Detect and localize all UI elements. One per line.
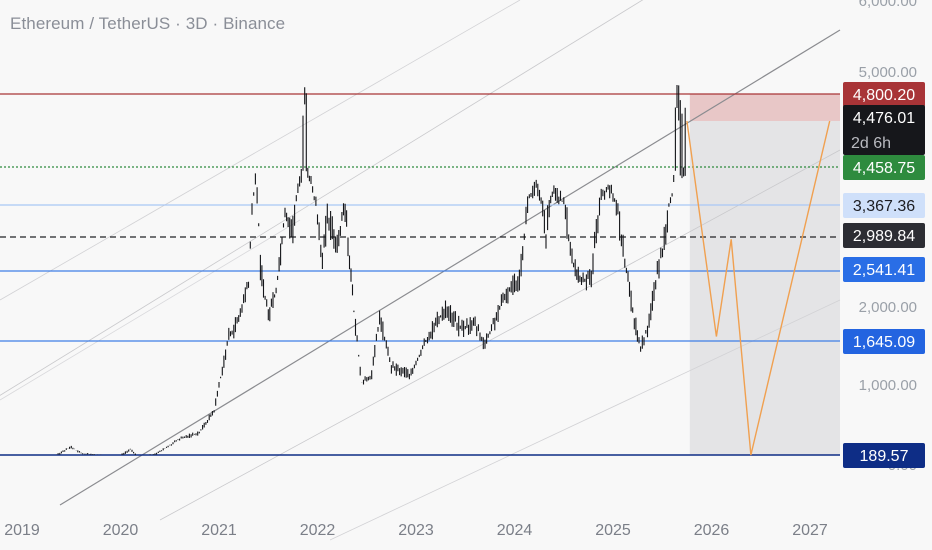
channel-line-2 (0, 0, 521, 301)
price-tag-bg (843, 223, 925, 248)
channel-line-4 (329, 299, 841, 541)
y-tick-label: 5,000.00 (859, 64, 917, 81)
price-tag-label: 4,476.01 (853, 110, 915, 127)
resistance-zone (689, 94, 840, 121)
projection-zone (689, 121, 840, 455)
price-tag-2,541.41[interactable]: 2,541.41 (843, 257, 925, 282)
channel-line-0 (59, 29, 841, 506)
price-tag-label: 4,458.75 (853, 160, 915, 177)
price-tag-label: 189.57 (860, 448, 909, 465)
y-tick-label: 1,000.00 (859, 377, 917, 394)
x-tick-label: 2025 (595, 522, 631, 539)
price-tag-bg (843, 82, 925, 107)
price-tag-bg (843, 443, 925, 468)
x-tick-label: 2020 (103, 522, 139, 539)
x-tick-label: 2027 (792, 522, 828, 539)
price-candles (55, 85, 686, 455)
countdown-label: 2d 6h (851, 135, 891, 152)
y-tick-label: 6,000.00 (859, 0, 917, 10)
zones (689, 94, 840, 455)
x-tick-label: 2019 (4, 522, 40, 539)
price-tags: 4,800.20 4,476.01 2d 6h 4,458.75 3,367.36 2,9… (843, 82, 925, 468)
projection-path (686, 120, 831, 456)
price-tag-label: 2,541.41 (853, 262, 915, 279)
price-tag-2,989.84[interactable]: 2,989.84 (843, 223, 925, 248)
chart-title: Ethereum / TetherUS · 3D · Binance (10, 14, 286, 33)
price-tag-189.57[interactable]: 189.57 (843, 443, 925, 468)
price-tag-4,458.75[interactable]: 4,458.75 (843, 155, 925, 180)
price-tag-bg (843, 155, 925, 180)
price-tag-4,476.01[interactable]: 4,476.01 2d 6h (843, 105, 925, 155)
x-tick-label: 2021 (201, 522, 237, 539)
horizontal-levels (0, 93, 840, 456)
regression-channel (0, 0, 841, 541)
x-tick-label: 2022 (300, 522, 336, 539)
channel-line-3 (159, 149, 841, 521)
projection-line[interactable] (686, 120, 831, 456)
price-tag-4,800.20[interactable]: 4,800.20 (843, 82, 925, 107)
price-tag-bg (843, 257, 925, 282)
price-tag-1,645.09[interactable]: 1,645.09 (843, 329, 925, 354)
price-tag-label: 3,367.36 (853, 198, 915, 215)
x-tick-label: 2026 (694, 522, 730, 539)
y-axis: 6,000.005,000.002,000.001,000.000.00 (859, 0, 917, 474)
price-tag-label: 4,800.20 (853, 87, 915, 104)
price-tag-3,367.36[interactable]: 3,367.36 (843, 193, 925, 218)
y-tick-label: 2,000.00 (859, 299, 917, 316)
price-tag-label: 2,989.84 (853, 228, 915, 245)
x-tick-label: 2024 (497, 522, 533, 539)
channel-line-1 (0, 0, 644, 396)
x-tick-label: 2023 (398, 522, 434, 539)
candle-wicks (55, 85, 686, 455)
x-axis: 2019 2020 2021 2022 2023 2024 2025 2026 2027 (4, 522, 828, 539)
price-tag-bg (843, 105, 925, 155)
price-tag-bg (843, 329, 925, 354)
price-tag-bg (843, 193, 925, 218)
channel-line-5 (0, 219, 301, 401)
price-tag-label: 1,645.09 (853, 334, 915, 351)
